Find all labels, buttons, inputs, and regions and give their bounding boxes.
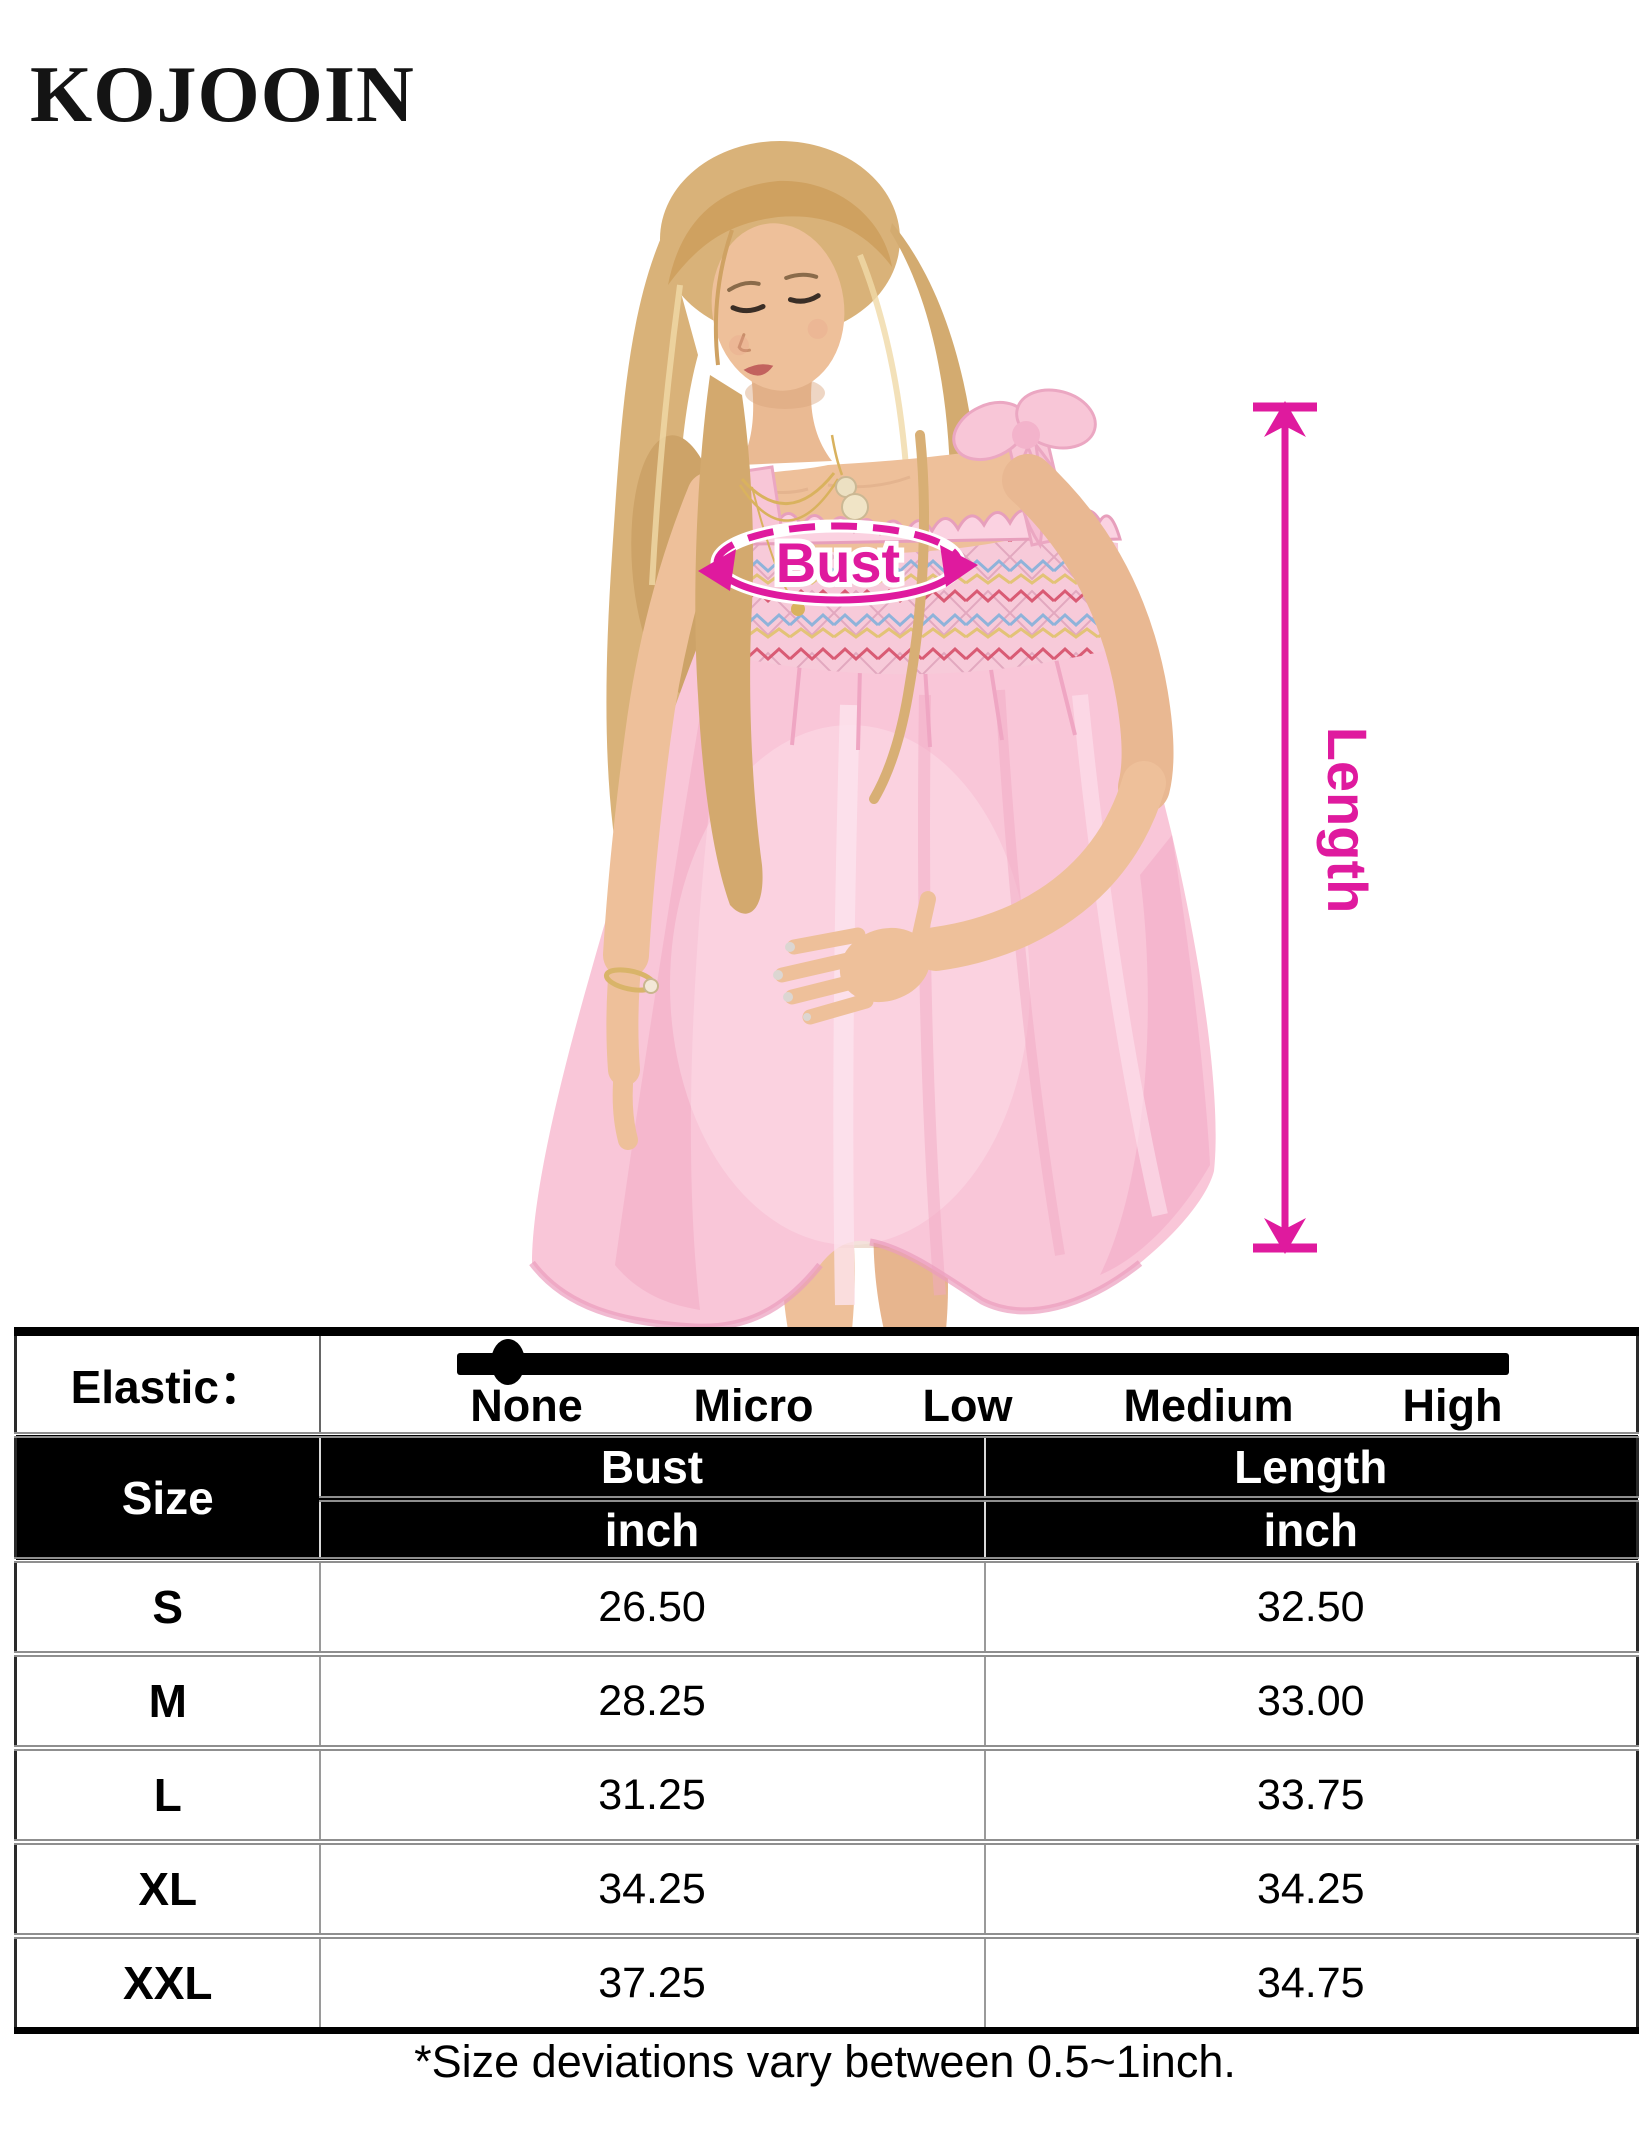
length-value: 32.50 — [983, 1557, 1638, 1654]
elastic-row: Elastic： None Micro Low Medium High — [15, 1331, 1638, 1435]
length-value: 33.75 — [983, 1745, 1638, 1842]
table-unit-row: inch inch — [16, 1496, 1638, 1560]
elastic-level-micro: Micro — [693, 1380, 814, 1431]
elastic-level-high: High — [1402, 1380, 1503, 1431]
brand-logo: KOJOOIN — [30, 51, 415, 139]
size-label: M — [15, 1651, 320, 1748]
size-table: Elastic： None Micro Low Medium High Size… — [14, 1327, 1639, 2034]
product-photo: Bust Length — [529, 141, 1379, 1330]
bust-column-header: Bust — [319, 1432, 985, 1501]
size-label: L — [15, 1745, 320, 1842]
model-arms — [603, 454, 1174, 1150]
size-label: XL — [15, 1839, 320, 1936]
table-row: L 31.25 33.75 — [15, 1745, 1638, 1842]
elastic-level-low: Low — [922, 1380, 1013, 1431]
table-row: M 28.25 33.00 — [15, 1651, 1638, 1748]
length-unit: inch — [983, 1496, 1638, 1560]
bust-arrow-left — [698, 549, 736, 591]
elastic-slider: None Micro Low Medium High — [319, 1331, 1638, 1435]
bust-value: 37.25 — [318, 1933, 985, 2031]
length-arrow-down — [1264, 1218, 1306, 1254]
elastic-level-none: None — [470, 1380, 583, 1431]
length-column-header: Length — [983, 1432, 1638, 1501]
table-header-row: Size Bust Length — [15, 1432, 1638, 1560]
bracelet — [603, 967, 659, 994]
elastic-slider-dot — [490, 1339, 525, 1385]
model-face — [711, 223, 845, 391]
bust-value: 31.25 — [318, 1745, 985, 1842]
bust-value: 34.25 — [318, 1839, 985, 1936]
length-arrow-up — [1264, 401, 1306, 437]
elastic-label: Elastic： — [15, 1331, 321, 1435]
length-value: 34.25 — [983, 1839, 1638, 1936]
necklace — [738, 472, 840, 616]
elastic-level-medium: Medium — [1123, 1380, 1294, 1431]
bust-unit: inch — [319, 1496, 985, 1560]
bust-value: 28.25 — [318, 1651, 985, 1748]
size-corner-header: Size — [15, 1432, 321, 1560]
model-hair-front — [668, 180, 929, 914]
table-row: XXL 37.25 34.75 — [15, 1933, 1638, 2031]
size-label: XXL — [15, 1933, 320, 2031]
length-annotation: Length — [1253, 401, 1379, 1254]
length-label: Length — [1316, 727, 1379, 914]
bust-arrow-right — [940, 545, 978, 587]
bust-annotation: Bust — [698, 519, 978, 607]
length-value: 34.75 — [983, 1933, 1638, 2031]
size-deviation-note: *Size deviations vary between 0.5~1inch. — [414, 2036, 1236, 2087]
table-row: S 26.50 32.50 — [15, 1557, 1638, 1654]
size-label: S — [15, 1557, 320, 1654]
elastic-slider-bar — [456, 1353, 1509, 1375]
length-value: 33.00 — [983, 1651, 1638, 1748]
bust-label: Bust — [776, 531, 900, 594]
bust-value: 26.50 — [318, 1557, 985, 1654]
table-row: XL 34.25 34.25 — [15, 1839, 1638, 1936]
